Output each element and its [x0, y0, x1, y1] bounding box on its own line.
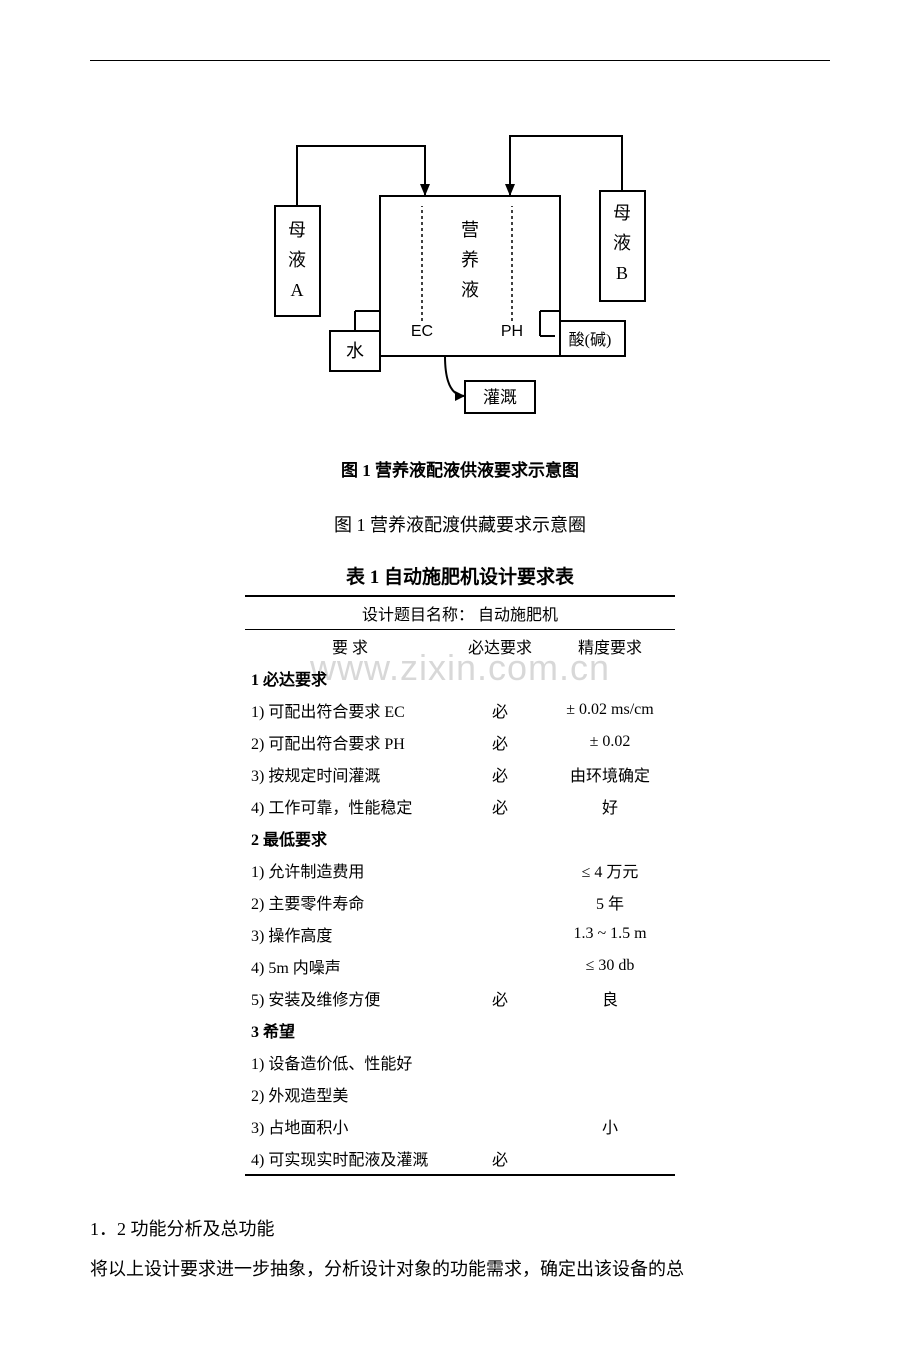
diagram-caption-bold: 图 1 营养液配液供液要求示意图	[90, 456, 830, 481]
table-row: 2) 可配出符合要求 PH 必 ± 0.02	[245, 726, 675, 758]
table-row: 1) 设备造价低、性能好	[245, 1046, 675, 1078]
paragraph-body: 将以上设计要求进一步抽象，分析设计对象的功能需求，确定出该设备的总	[90, 1251, 830, 1287]
top-horizontal-rule	[90, 60, 830, 61]
table-row: 4) 5m 内噪声 ≤ 30 db	[245, 950, 675, 982]
section2-head: 2 最低要求	[245, 822, 455, 854]
header-req: 要 求	[245, 630, 455, 663]
table-row: 要 求 必达要求 精度要求	[245, 630, 675, 663]
diagram-container: 母 液 A 母 液 B 水 酸(碱) 营 养 液 EC PH	[90, 111, 830, 441]
body-text: 1．2 功能分析及总功能 将以上设计要求进一步抽象，分析设计对象的功能需求，确定…	[90, 1211, 830, 1287]
design-title-cell: 设计题目名称： 自动施肥机	[245, 596, 675, 630]
table-row: 1 必达要求	[245, 662, 675, 694]
paragraph-heading: 1．2 功能分析及总功能	[90, 1211, 830, 1247]
svg-text:母: 母	[613, 203, 631, 223]
table-row: 3) 占地面积小 小	[245, 1110, 675, 1142]
header-must: 必达要求	[455, 630, 545, 663]
table-row: 5) 安装及维修方便 必 良	[245, 982, 675, 1014]
svg-text:酸(碱): 酸(碱)	[569, 331, 612, 349]
svg-text:母: 母	[288, 220, 306, 240]
svg-text:液: 液	[461, 280, 479, 300]
diagram-caption-text: 图 1 营养液配渡供藏要求示意圈	[90, 511, 830, 537]
svg-text:养: 养	[461, 250, 479, 270]
svg-text:B: B	[616, 263, 628, 283]
table-row: 设计题目名称： 自动施肥机	[245, 596, 675, 630]
requirements-table: 设计题目名称： 自动施肥机 要 求 必达要求 精度要求 1 必达要求 1) 可配…	[245, 595, 675, 1176]
table-wrapper: www.zixin.com.cn 设计题目名称： 自动施肥机 要 求 必达要求 …	[90, 595, 830, 1176]
table-row: 2) 外观造型美	[245, 1078, 675, 1110]
nutrient-diagram: 母 液 A 母 液 B 水 酸(碱) 营 养 液 EC PH	[250, 111, 670, 441]
table-row: 3) 按规定时间灌溉 必 由环境确定	[245, 758, 675, 790]
table-row: 4) 工作可靠，性能稳定 必 好	[245, 790, 675, 822]
table-row: 4) 可实现实时配液及灌溉 必	[245, 1142, 675, 1175]
svg-text:液: 液	[288, 250, 306, 270]
svg-text:营: 营	[461, 220, 479, 240]
section1-head: 1 必达要求	[245, 662, 455, 694]
table-row: 3 希望	[245, 1014, 675, 1046]
table-title: 表 1 自动施肥机设计要求表	[90, 562, 830, 589]
svg-text:A: A	[291, 280, 304, 300]
section3-head: 3 希望	[245, 1014, 455, 1046]
svg-text:液: 液	[613, 233, 631, 253]
svg-text:灌溉: 灌溉	[483, 388, 517, 407]
header-prec: 精度要求	[545, 630, 675, 663]
table-row: 1) 可配出符合要求 EC 必 ± 0.02 ms/cm	[245, 694, 675, 726]
svg-text:EC: EC	[411, 323, 433, 340]
table-row: 3) 操作高度 1.3 ~ 1.5 m	[245, 918, 675, 950]
svg-text:PH: PH	[501, 323, 523, 340]
table-row: 2 最低要求	[245, 822, 675, 854]
table-row: 2) 主要零件寿命 5 年	[245, 886, 675, 918]
svg-text:水: 水	[346, 341, 364, 361]
table-row: 1) 允许制造费用 ≤ 4 万元	[245, 854, 675, 886]
